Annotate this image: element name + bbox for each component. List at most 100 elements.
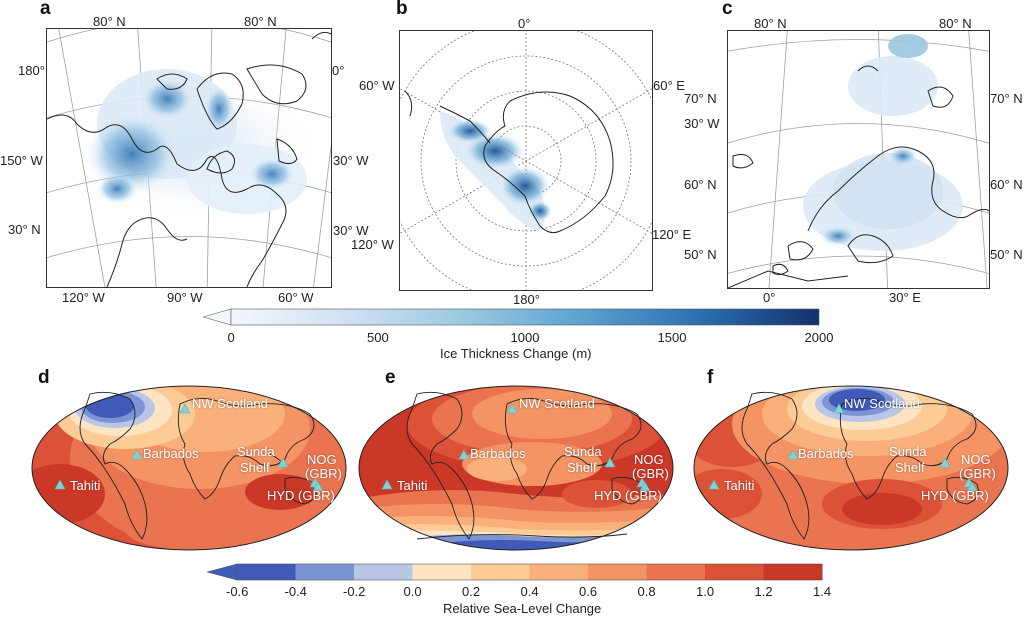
eurasian-ice-sheet [803,34,963,251]
site-markers [708,403,978,492]
ice-tick: 1500 [657,330,687,345]
marker-tahiti [708,479,720,490]
site-label-tahiti: Tahiti [70,478,101,493]
tick-b-60e: 60° E [653,78,685,93]
site-label-barbados: Barbados [798,446,854,461]
site-label-nog-line2: (GBR) [305,466,342,481]
marker-hyd-gbr [966,481,978,492]
site-label-barbados: Barbados [143,446,199,461]
coastline [47,31,331,287]
antarctic-ice-sheet [440,111,552,231]
ice-colorbar-title: Ice Thickness Change (m) [440,346,592,361]
site-label-hyd: HYD (GBR) [267,488,335,503]
eurasia-ice-map [727,30,990,289]
tick-c-80n-2: 80° N [939,16,972,31]
tick-c-60n-2: 60° N [990,177,1023,192]
sea-level-tick: -0.6 [226,584,249,599]
sea-level-colorbar-cell [588,564,647,580]
sea-level-tick: 0.4 [520,584,539,599]
tick-c-60n-1: 60° N [684,177,717,192]
site-label-sunda-line1: Sunda [889,444,927,459]
marker-nw-scotland [833,403,845,414]
marker-sunda-shelf [604,457,616,468]
panel-label-a: a [40,0,51,19]
sea-level-colorbar-cell [412,564,472,580]
laurentide-ice-sheet [77,69,317,219]
sea-level-colorbar-cell [763,564,823,580]
ice-tick: 500 [367,330,389,345]
marker-nw-scotland [506,403,518,414]
site-label-nog-line2: (GBR) [632,466,669,481]
site-label-sunda-line1: Sunda [237,444,275,459]
ice-colorbar-extend-arrow [201,308,232,326]
sea-level-tick: 0.0 [403,584,422,599]
site-markers [54,403,324,492]
tick-a-lon-0: 0° [332,63,345,78]
tick-c-30w: 30° W [684,116,720,131]
marker-sunda-shelf [277,457,289,468]
sea-level-colorbar-extend-arrow [205,563,238,581]
sea-level-tick: 1.2 [754,584,773,599]
tick-a-lon-60w: 60° W [278,290,314,305]
site-label-hyd: HYD (GBR) [921,488,989,503]
tick-c-80n-1: 80° N [754,16,787,31]
ice-colorbar-gradient [230,308,820,326]
ice-tick: 2000 [804,330,834,345]
tick-a-lat-2: 80° N [244,14,277,29]
site-label-tahiti: Tahiti [397,478,428,493]
sea-level-tick: 0.6 [579,584,598,599]
sea-level-colorbar-cell [354,564,413,580]
tick-b-180: 180° [513,292,540,307]
tick-c-50n-2: 50° N [990,247,1023,262]
site-label-hyd: HYD (GBR) [594,488,662,503]
tick-a-lat-30n: 30° N [8,222,41,237]
site-label-nw-scotland: NW Scotland [519,396,595,411]
sea-level-colorbar-cell [646,564,706,580]
continent-outlines [741,391,979,540]
marker-hyd-gbr [639,481,651,492]
tick-c-50n-1: 50° N [684,247,717,262]
marker-barbados [787,449,799,460]
sea-level-colorbar [205,562,827,582]
site-label-nw-scotland: NW Scotland [192,396,268,411]
site-label-sunda-line2: Shelf [895,460,925,475]
sea-level-map-d: NW Scotland Barbados Sunda Shelf NOG (GB… [30,384,348,552]
coastline [404,90,614,234]
site-label-barbados: Barbados [470,446,526,461]
tick-a-lon-150w: 150° W [0,153,43,168]
tick-b-120e: 120° E [652,227,692,242]
sea-level-colorbar-cells [237,564,823,580]
marker-tahiti [381,479,393,490]
site-label-sunda-line1: Sunda [564,444,602,459]
marker-hyd-gbr [312,481,324,492]
sea-level-colorbar-ticks: -0.6 -0.4 -0.2 0.0 0.2 0.4 0.6 0.8 1.0 1… [0,584,1024,602]
tick-a-lat-1: 80° N [93,14,126,29]
panel-label-d: d [38,367,50,388]
site-label-sunda-line2: Shelf [240,460,270,475]
north-america-ice-map [46,28,332,288]
sea-level-tick: 0.8 [637,584,656,599]
panel-label-c: c [722,0,733,19]
tick-a-lon-30w-1: 30° W [333,153,369,168]
sea-level-tick: 0.2 [462,584,481,599]
marker-barbados [458,449,470,460]
sea-level-tick: -0.2 [343,584,366,599]
sea-level-map-f: NW Scotland Barbados Sunda Shelf NOG (GB… [692,384,1010,552]
marker-sunda-shelf [939,457,951,468]
site-label-nog-line2: (GBR) [959,466,996,481]
tick-c-70n-2: 70° N [990,91,1023,106]
tick-c-0: 0° [763,290,776,305]
marker-barbados [131,449,143,460]
panel-label-e: e [385,367,396,388]
tick-b-0: 0° [518,16,531,31]
ice-tick: 1000 [510,330,540,345]
sea-level-colorbar-cell [471,564,530,580]
site-markers [381,403,651,492]
coastline [728,65,989,288]
marker-nw-scotland [179,403,191,414]
continent-outlines [79,391,317,540]
continent-outlines [406,391,644,540]
tick-a-lon-30w-2: 30° W [333,223,369,238]
site-label-nog-line1: NOG [307,452,337,467]
site-label-sunda-line2: Shelf [567,460,597,475]
